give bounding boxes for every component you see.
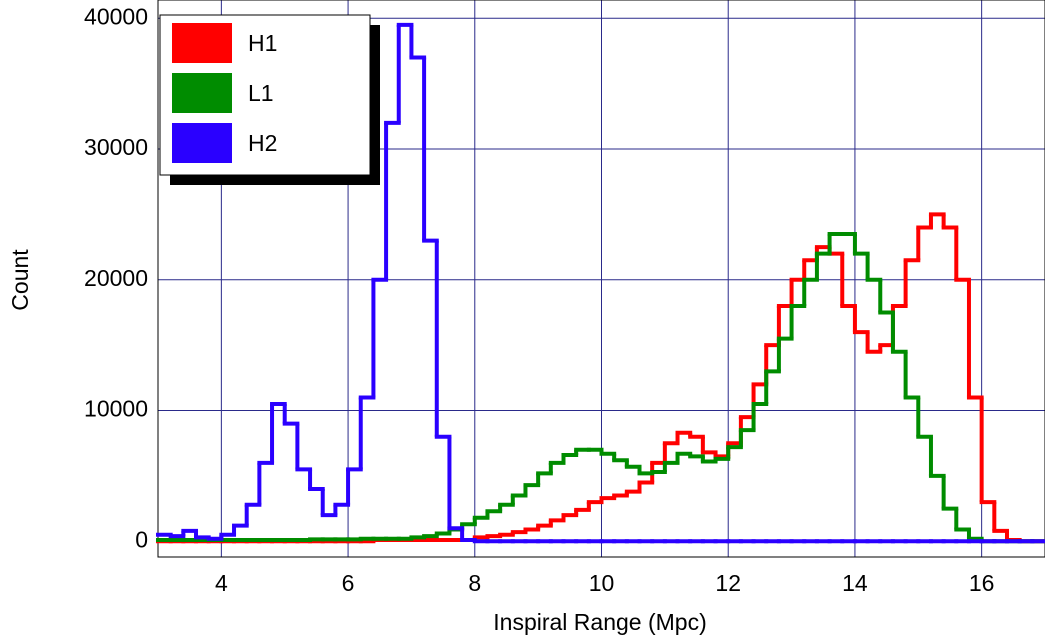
y-tick-label: 10000: [84, 396, 148, 422]
legend-swatch: [172, 123, 232, 163]
x-tick-label: 14: [842, 570, 868, 596]
y-tick-label: 40000: [84, 3, 148, 29]
plot-frame: [157, 0, 1045, 558]
y-tick-label: 30000: [84, 134, 148, 160]
y-tick-label: 0: [135, 526, 148, 552]
x-tick-label: 16: [969, 570, 995, 596]
series-h2: [156, 22, 1045, 544]
x-tick-label: 4: [215, 570, 228, 596]
legend-swatch: [172, 23, 232, 63]
x-tick-label: 8: [468, 570, 481, 596]
y-axis-label: Count: [7, 249, 33, 311]
legend: H1 L1 H2: [159, 14, 380, 185]
x-tick-label: 12: [715, 570, 741, 596]
series-l1: [156, 232, 1045, 544]
y-tick-label: 20000: [84, 265, 148, 291]
legend-label: H1: [248, 30, 277, 56]
x-tick-label: 10: [589, 570, 615, 596]
legend-swatch: [172, 73, 232, 113]
legend-label: H2: [248, 130, 277, 156]
legend-label: L1: [248, 80, 274, 106]
x-axis-label: Inspiral Range (Mpc): [493, 609, 706, 635]
x-tick-label: 6: [342, 570, 355, 596]
